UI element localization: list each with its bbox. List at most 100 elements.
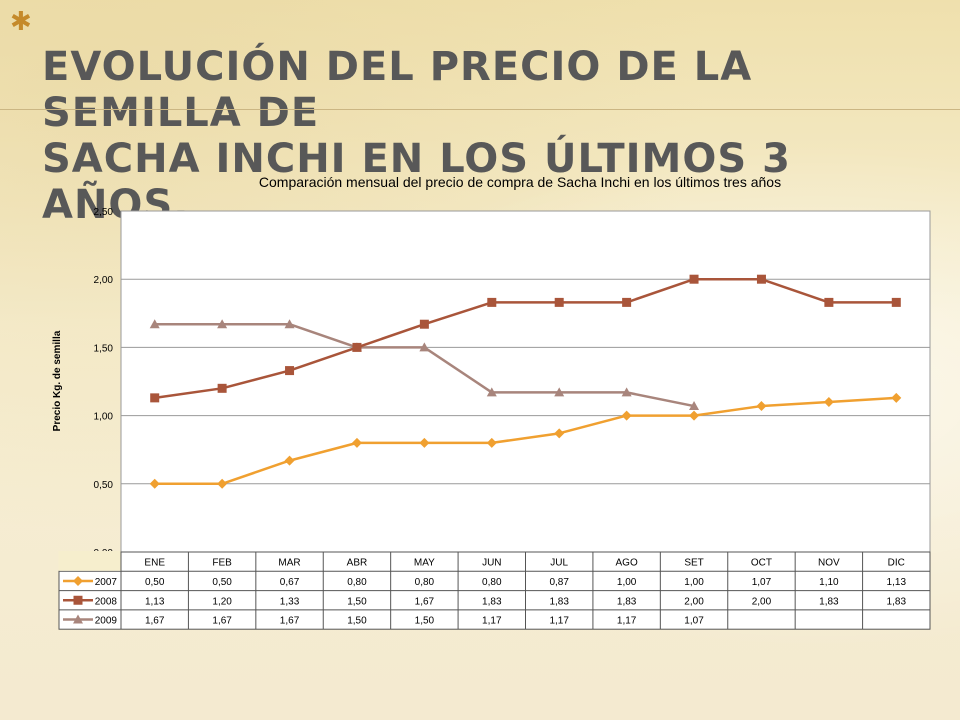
y-tick-label: 2,00 <box>94 275 114 286</box>
gridlines <box>121 278 930 485</box>
x-tick-label: NOV <box>818 558 840 569</box>
data-label: 1,50 <box>415 616 435 627</box>
diamond-marker <box>149 478 160 489</box>
data-label: 1,07 <box>684 616 704 627</box>
triangle-marker <box>217 319 228 329</box>
legend-label: 2009 <box>95 616 118 627</box>
triangle-marker <box>149 319 160 329</box>
square-marker <box>73 595 83 605</box>
square-marker <box>622 297 632 307</box>
square-marker <box>419 319 429 329</box>
x-tick-label: FEB <box>212 558 232 569</box>
data-label: 1,33 <box>280 596 300 607</box>
x-tick-label: OCT <box>751 558 772 569</box>
x-tick-label: MAR <box>278 558 300 569</box>
diamond-marker <box>284 455 295 466</box>
y-tick-label: 1,50 <box>94 343 114 354</box>
x-tick-label: AGO <box>616 558 638 569</box>
slide-title-line-1: Evolución del precio de la semilla de <box>42 44 753 136</box>
x-tick-label: JUL <box>550 558 568 569</box>
data-label: 1,83 <box>549 596 569 607</box>
data-label: 1,50 <box>347 596 367 607</box>
data-label: 2,00 <box>752 596 772 607</box>
data-label: 0,87 <box>549 577 569 588</box>
diamond-marker <box>351 437 362 448</box>
triangle-marker <box>554 387 565 397</box>
data-label: 1,00 <box>617 577 637 588</box>
diamond-marker <box>554 428 565 439</box>
plot-area <box>120 210 931 553</box>
diamond-marker <box>891 392 902 403</box>
triangle-marker <box>419 342 430 352</box>
diamond-marker <box>217 478 228 489</box>
series-2007 <box>149 392 902 489</box>
data-label: 0,80 <box>482 577 502 588</box>
decorative-star-bullet: ✱ <box>10 6 32 36</box>
square-marker <box>824 297 834 307</box>
data-label: 1,67 <box>415 596 435 607</box>
diamond-marker <box>419 437 430 448</box>
legend-label: 2008 <box>95 596 118 607</box>
y-tick-label: 2,50 <box>94 207 114 218</box>
square-marker <box>554 297 564 307</box>
diamond-marker <box>823 396 834 407</box>
square-marker <box>150 393 160 403</box>
data-label: 1,83 <box>617 596 637 607</box>
data-label: 1,67 <box>212 616 232 627</box>
data-label: 0,80 <box>415 577 435 588</box>
data-label: 1,13 <box>887 577 907 588</box>
data-label: 1,20 <box>212 596 232 607</box>
diamond-marker <box>73 575 83 586</box>
triangle-marker <box>284 319 295 329</box>
data-label: 1,13 <box>145 596 165 607</box>
triangle-marker <box>73 614 83 624</box>
triangle-marker <box>621 387 632 397</box>
data-label: 0,80 <box>347 577 367 588</box>
series-line-2008 <box>154 277 897 400</box>
table-corner-blank <box>58 551 121 571</box>
data-label: 1,83 <box>482 596 502 607</box>
square-marker <box>689 274 699 284</box>
diamond-marker <box>621 410 632 421</box>
x-tick-label: ENE <box>144 558 165 569</box>
data-label: 1,17 <box>549 616 569 627</box>
data-label: 1,50 <box>347 616 367 627</box>
data-label: 1,83 <box>819 596 839 607</box>
x-tick-label: JUN <box>482 558 501 569</box>
data-label: 1,00 <box>684 577 704 588</box>
legend-entry-2008: 2008 <box>63 595 118 607</box>
square-marker <box>352 342 362 352</box>
y-tick-label: 0,50 <box>94 480 114 491</box>
data-label: 1,67 <box>145 616 165 627</box>
y-tick-label: 1,00 <box>94 412 114 423</box>
square-marker <box>217 383 227 393</box>
y-axis-label: Precio Kg. de semilla <box>52 330 63 431</box>
data-label: 0,50 <box>145 577 165 588</box>
data-label: 0,50 <box>212 577 232 588</box>
x-tick-label: SET <box>684 558 703 569</box>
series-lines <box>149 274 902 489</box>
square-marker <box>285 366 295 376</box>
data-label: 1,83 <box>887 596 907 607</box>
title-divider <box>0 109 960 110</box>
diamond-marker <box>756 401 767 412</box>
y-axis-ticks: 0,000,501,001,502,002,50 <box>94 207 114 559</box>
triangle-marker <box>486 387 497 397</box>
square-marker <box>487 297 497 307</box>
x-tick-label: ABR <box>347 558 368 569</box>
chart-title: Comparación mensual del precio de compra… <box>258 174 782 190</box>
series-line-2007 <box>154 396 897 486</box>
legend-label: 2007 <box>95 577 118 588</box>
x-tick-label: DIC <box>888 558 905 569</box>
x-tick-label: MAY <box>414 558 435 569</box>
legend-entry-2007: 2007 <box>63 575 118 588</box>
data-table: ENE FEB MAR ABR MAY JUN JUL AGO SET OCT NOV DIC 2007… <box>58 551 931 630</box>
data-label: 1,10 <box>819 577 839 588</box>
data-label: 2,00 <box>684 596 704 607</box>
data-label: 0,67 <box>280 577 300 588</box>
square-marker <box>756 274 766 284</box>
data-label: 1,67 <box>280 616 300 627</box>
data-label: 1,17 <box>482 616 502 627</box>
diamond-marker <box>689 410 700 421</box>
